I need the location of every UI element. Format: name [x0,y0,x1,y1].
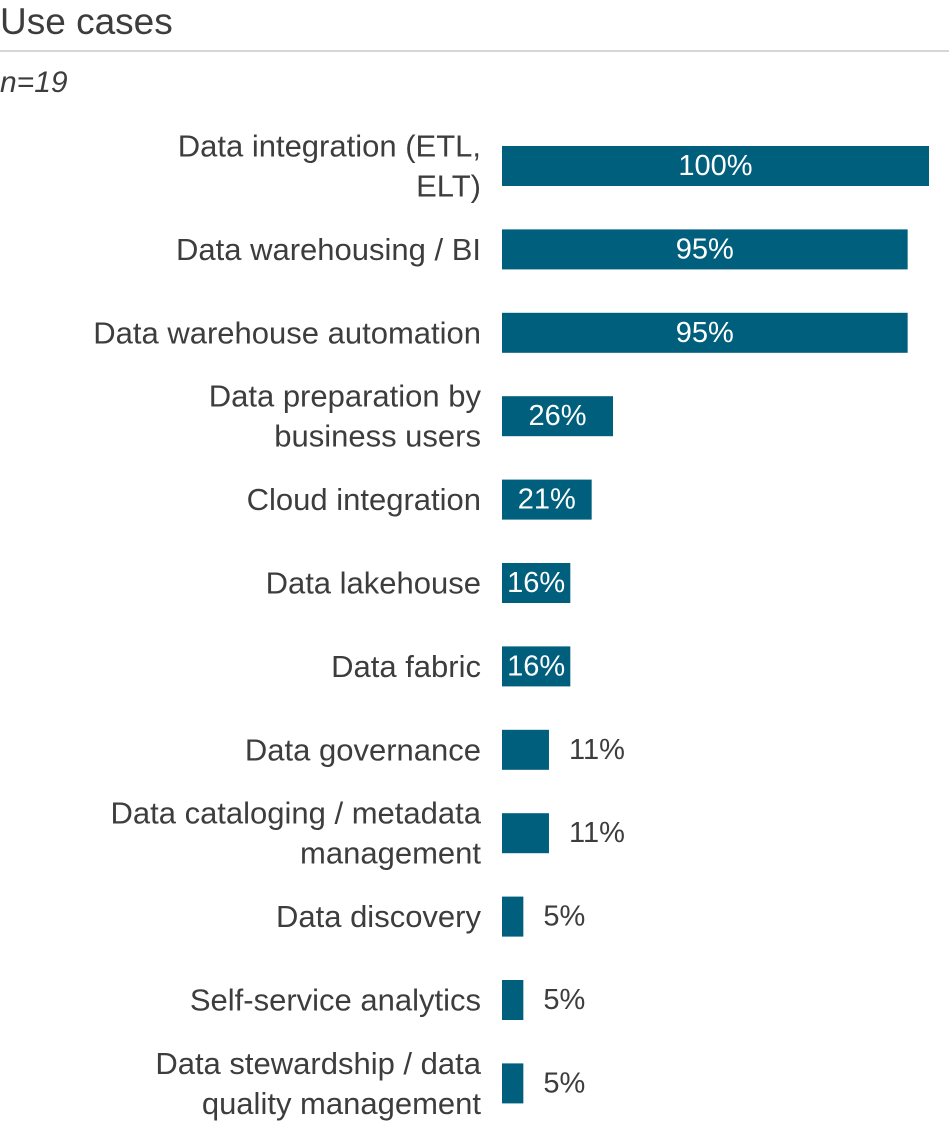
category-label-line: Self-service analytics [190,983,481,1018]
category-label-line: Data warehouse automation [93,315,481,350]
category-label-line: Data discovery [276,899,482,934]
bar-6 [502,646,571,687]
category-label-3: Data preparation by business users [209,379,482,454]
category-label-2: Data warehouse automation [93,315,481,350]
category-label-line: management [300,836,481,871]
value-label-7: 11% [569,734,625,766]
bar-2 [502,312,908,353]
bar-4 [502,479,592,520]
category-label-7: Data governance [245,732,481,767]
bar-3 [502,396,614,437]
category-label-line: Data warehousing / BI [176,232,481,267]
value-label-10: 5% [543,984,585,1016]
category-label-line: Data governance [245,732,481,767]
bar-7 [502,729,549,770]
bar-11 [502,1063,524,1104]
category-label-line: Data fabric [331,649,481,684]
category-label-5: Data lakehouse [266,566,481,601]
value-label-3: 26% [528,400,586,432]
category-label-9: Data discovery [276,899,482,934]
category-label-line: Data lakehouse [266,566,481,601]
category-label-8: Data cataloging / metadata management [110,796,481,871]
category-label-line: Data cataloging / metadata [110,796,481,831]
value-label-9: 5% [543,901,585,933]
category-label-line: ELT) [416,169,481,204]
value-label-0: 100% [678,150,752,182]
bar-10 [502,980,524,1020]
category-label-0: Data integration (ETL, ELT) [178,129,481,204]
value-label-11: 5% [543,1067,585,1099]
chart-subtitle: n=19 [0,66,68,99]
bar-9 [502,896,524,937]
title-divider [0,50,949,52]
category-label-line: Data integration (ETL, [178,129,481,164]
value-label-5: 16% [507,567,565,599]
value-label-4: 21% [518,484,576,516]
category-label-line: Data preparation by [209,379,482,414]
chart-title: Use cases [0,1,173,42]
value-label-1: 95% [676,233,734,265]
category-label-line: Cloud integration [247,482,481,517]
value-label-2: 95% [676,317,734,349]
value-label-8: 11% [569,817,625,849]
category-label-4: Cloud integration [247,482,481,517]
bar-8 [502,813,549,854]
bar-0 [502,146,929,186]
bar-1 [502,229,908,270]
category-label-11: Data stewardship / data quality managemen… [155,1046,481,1121]
value-label-6: 16% [507,650,565,682]
category-label-10: Self-service analytics [190,983,481,1018]
category-label-6: Data fabric [331,649,481,684]
bar-5 [502,563,571,603]
category-label-line: business users [274,419,481,454]
category-label-1: Data warehousing / BI [176,232,481,267]
category-label-line: Data stewardship / data [155,1046,481,1081]
category-label-line: quality management [202,1086,482,1121]
